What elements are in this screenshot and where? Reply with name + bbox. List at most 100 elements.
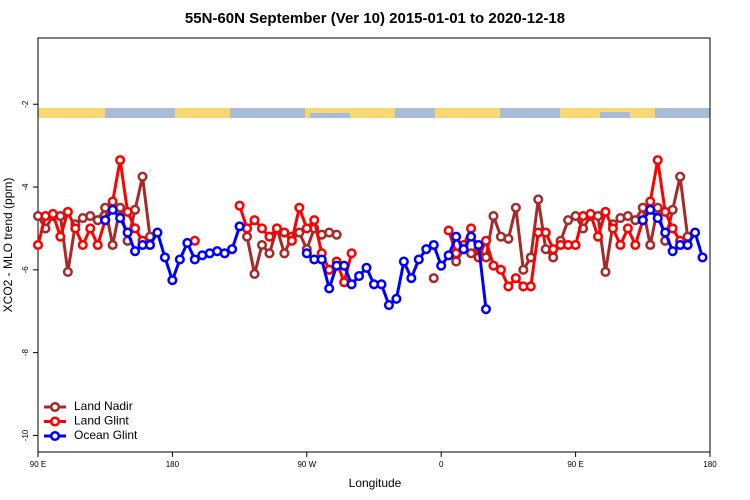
data-point — [242, 231, 253, 242]
data-point — [690, 227, 701, 238]
data-point — [413, 254, 424, 265]
data-point — [563, 215, 574, 226]
data-point — [495, 264, 506, 275]
y-axis-label: XCO2 - MLO trend (ppm) — [1, 178, 15, 313]
data-point — [85, 210, 96, 222]
data-point — [451, 256, 462, 267]
data-point — [100, 215, 111, 226]
data-point — [585, 208, 596, 219]
data-point — [525, 281, 536, 292]
data-point — [346, 279, 357, 290]
data-point — [77, 239, 88, 251]
legend-entry: Ocean Glint — [44, 428, 138, 442]
data-point — [503, 233, 514, 244]
data-point — [279, 248, 290, 259]
data-point — [32, 239, 44, 251]
series — [100, 204, 708, 315]
data-point — [62, 206, 73, 217]
data-point — [62, 266, 73, 277]
x-tick-label: 180 — [166, 460, 180, 469]
data-point — [324, 283, 335, 294]
data-point — [383, 299, 394, 311]
x-tick-label: 180 — [703, 460, 717, 469]
data-point — [428, 273, 439, 284]
legend-label: Land Glint — [74, 414, 129, 428]
data-point — [622, 223, 633, 234]
data-point — [137, 171, 148, 182]
x-axis-label: Longitude — [349, 476, 402, 490]
data-point — [92, 239, 103, 251]
x-tick-label: 90 E — [30, 460, 46, 469]
data-point — [189, 254, 200, 265]
data-point — [518, 264, 529, 275]
y-tick-label: -4 — [21, 183, 30, 191]
data-point — [421, 244, 432, 255]
map-strip — [38, 108, 710, 118]
y-tick-label: -10 — [21, 429, 30, 441]
data-point — [675, 171, 686, 182]
data-point — [264, 231, 275, 242]
data-point — [391, 293, 402, 304]
legend-marker — [49, 430, 61, 442]
x-tick-label: 0 — [439, 460, 444, 469]
chart-title: 55N-60N September (Ver 10) 2015-01-01 to… — [185, 10, 565, 27]
y-tick-label: -6 — [21, 266, 30, 274]
data-point — [667, 223, 678, 234]
data-point — [398, 256, 409, 267]
data-point — [443, 250, 454, 261]
data-point — [645, 204, 656, 215]
data-point — [107, 204, 118, 215]
data-point — [256, 223, 268, 234]
data-point — [548, 244, 559, 255]
legend-marker — [49, 416, 61, 427]
data-point — [652, 213, 663, 224]
data-point — [301, 248, 312, 259]
data-point — [159, 252, 170, 263]
data-point — [107, 196, 118, 207]
data-point — [473, 239, 484, 251]
data-point — [510, 273, 521, 284]
data-point — [286, 235, 297, 246]
data-point — [548, 252, 559, 263]
data-point — [249, 268, 260, 280]
data-point — [376, 279, 387, 290]
data-point — [406, 273, 417, 284]
data-point — [316, 254, 327, 265]
data-point — [167, 275, 178, 286]
data-point — [234, 221, 245, 232]
data-point — [264, 248, 275, 259]
legend-entry: Land Glint — [44, 414, 129, 428]
data-point — [115, 213, 126, 224]
data-point — [645, 196, 656, 207]
data-point — [354, 271, 365, 282]
x-tick-label: 90 W — [297, 460, 316, 469]
data-point — [361, 262, 372, 273]
data-point — [615, 239, 626, 251]
data-point — [428, 239, 439, 251]
data-point — [600, 266, 611, 277]
data-point — [70, 223, 81, 234]
data-point — [451, 231, 462, 242]
data-point — [458, 244, 469, 255]
data-point — [122, 227, 133, 238]
data-point — [637, 215, 648, 226]
data-point — [488, 260, 499, 271]
data-point — [540, 227, 551, 238]
data-point — [346, 248, 357, 259]
data-point — [234, 200, 245, 211]
legend-marker — [49, 401, 61, 413]
data-point — [309, 215, 320, 226]
data-point — [630, 239, 641, 251]
data-point — [339, 260, 350, 271]
legend-label: Ocean Glint — [74, 428, 138, 442]
data-point — [503, 281, 514, 292]
data-point — [466, 248, 477, 259]
data-point — [570, 239, 581, 251]
data-point — [301, 223, 312, 234]
data-point — [331, 229, 342, 240]
data-point — [697, 252, 708, 263]
data-point — [592, 231, 604, 242]
data-point — [510, 202, 521, 213]
data-point — [174, 254, 185, 265]
